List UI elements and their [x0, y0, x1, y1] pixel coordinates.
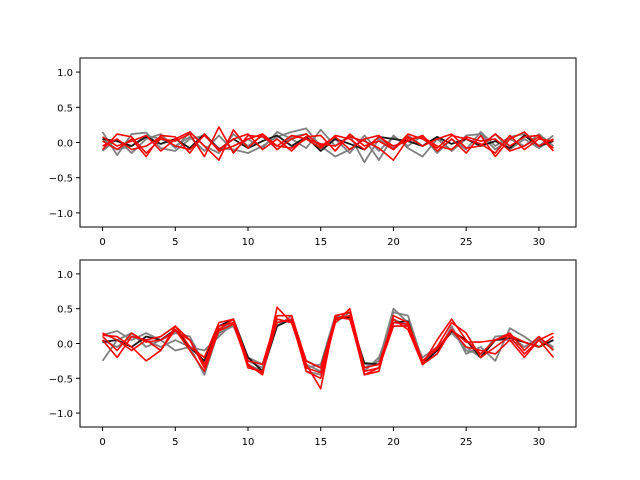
x-tick-label: 20	[387, 237, 400, 248]
x-tick-label: 15	[314, 237, 327, 248]
x-tick-label: 10	[242, 437, 255, 448]
y-tick-label: 0.0	[57, 139, 73, 150]
x-tick-label: 5	[172, 237, 178, 248]
x-tick-label: 25	[460, 237, 473, 248]
series-line-red-5	[102, 129, 555, 161]
y-tick-label: −0.5	[49, 174, 73, 185]
series-line-red-6	[102, 307, 555, 380]
x-tick-label: 20	[387, 437, 400, 448]
y-tick-label: 1.0	[57, 68, 73, 79]
y-tick-label: −1.0	[49, 209, 73, 220]
series-line-gray-1	[102, 311, 554, 369]
y-tick-label: 0.5	[57, 103, 73, 114]
series-line-red-7	[102, 133, 554, 161]
x-tick-label: 30	[533, 437, 546, 448]
x-tick-label: 30	[533, 237, 546, 248]
x-tick-label: 5	[172, 437, 178, 448]
top-subplot: 0 5 10 15 20 25 30 −1.0 −0.5 0.0 0.5 1.0	[49, 57, 577, 248]
x-tick-label: 0	[99, 437, 105, 448]
series-group	[101, 126, 555, 164]
y-tick-label: −1.0	[49, 409, 73, 420]
x-tick-label: 10	[242, 237, 255, 248]
series-group	[101, 306, 555, 390]
y-tick-label: 0.0	[57, 340, 73, 351]
series-line-red-7	[101, 316, 554, 374]
y-tick-label: 0.5	[57, 305, 73, 316]
series-line-red-6	[102, 133, 554, 154]
bottom-subplot: 0 5 10 15 20 25 30 −1.0 −0.5 0.0 0.5 1.0	[49, 259, 577, 448]
y-tick-label: 1.0	[57, 270, 73, 281]
x-tick-label: 25	[460, 437, 473, 448]
x-tick-label: 0	[99, 237, 105, 248]
y-tick-label: −0.5	[49, 374, 73, 385]
x-tick-label: 15	[314, 437, 327, 448]
